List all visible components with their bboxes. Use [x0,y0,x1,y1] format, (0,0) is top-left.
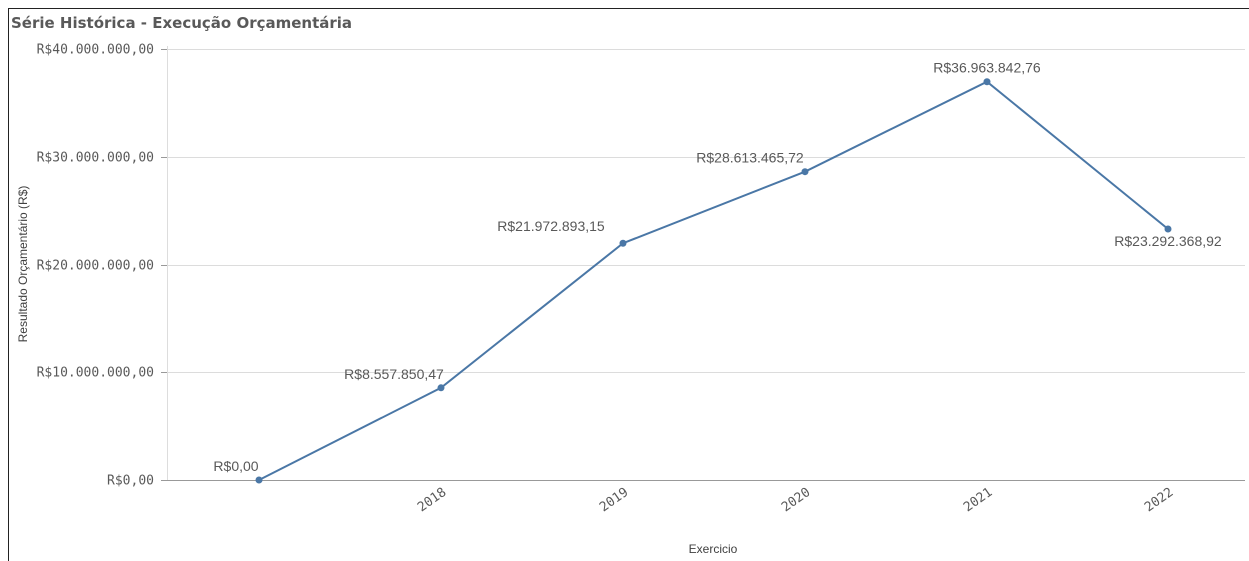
x-tick-label: 2018 [415,485,449,515]
series-line [258,80,1169,481]
chart-title: Série Histórica - Execução Orçamentária [11,14,353,32]
data-label: R$0,00 [213,458,258,474]
x-axis-title: Exercicio [689,542,738,556]
data-label: R$21.972.893,15 [497,218,605,234]
x-tick-label: 2020 [779,485,813,515]
data-point [437,384,445,392]
data-points [255,78,1172,484]
data-point [255,476,263,484]
x-tick-label: 2022 [1142,485,1176,515]
data-point [983,78,991,86]
y-tick-label: R$30.000.000,00 [37,151,154,166]
y-axis-title: Resultado Orçamentário (R$) [16,186,30,343]
y-tick-label: R$40.000.000,00 [37,43,154,58]
x-axis-ticks: 2018 2019 2020 2021 2022 [415,485,1176,515]
chart-panel [8,8,1249,561]
x-tick-label: 2021 [961,485,995,515]
data-label: R$28.613.465,72 [696,150,804,166]
y-axis-ticks: R$0,00 R$10.000.000,00 R$20.000.000,00 R$30… [37,43,167,489]
x-tick-label: 2019 [597,485,631,515]
data-labels: R$0,00 R$8.557.850,47 R$21.972.893,15 R$28.… [213,60,1222,474]
y-tick-label: R$0,00 [107,474,154,489]
data-label: R$23.292.368,92 [1114,233,1222,249]
data-point [619,239,627,247]
y-tick-label: R$10.000.000,00 [37,366,154,381]
data-point [801,168,809,176]
data-point [1164,225,1172,233]
data-label: R$8.557.850,47 [344,366,444,382]
gridlines [167,49,1245,373]
data-label: R$36.963.842,76 [933,60,1041,76]
y-tick-label: R$20.000.000,00 [37,259,154,274]
